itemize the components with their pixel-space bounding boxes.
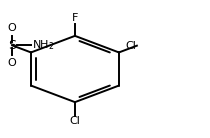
Text: Cl: Cl <box>125 41 136 51</box>
Text: O: O <box>8 58 17 67</box>
Text: S: S <box>8 39 16 52</box>
Text: O: O <box>8 23 17 33</box>
Text: Cl: Cl <box>70 116 80 126</box>
Text: F: F <box>72 13 78 23</box>
Text: NH$_2$: NH$_2$ <box>33 39 55 52</box>
